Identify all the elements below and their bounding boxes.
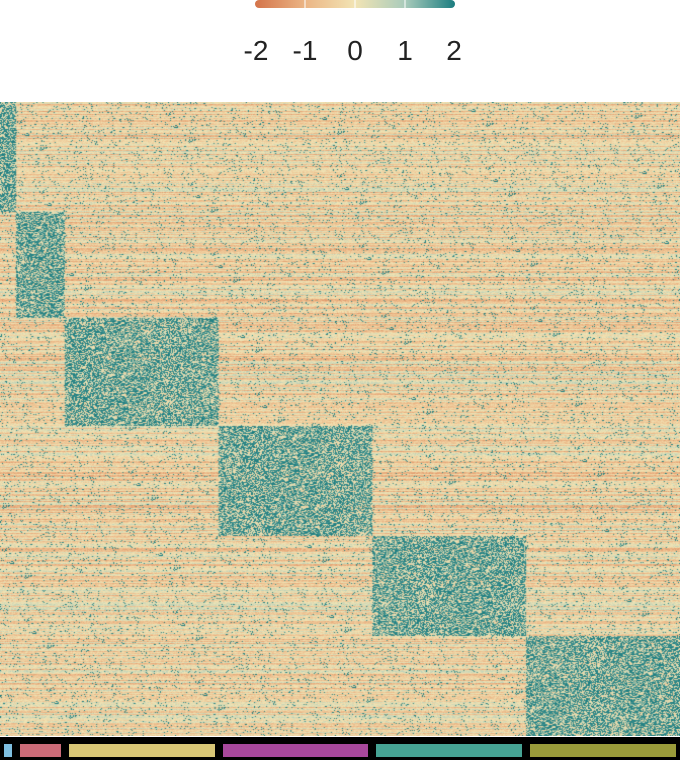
color-scale-tick-label: 1 [397,35,413,66]
color-scale-bar [255,0,455,8]
color-scale-tick-label: 0 [347,35,363,66]
cluster-annotation-bar [0,737,680,760]
color-scale-tick-label: -1 [292,35,318,66]
cluster-segment [4,744,13,757]
cluster-segment [376,744,523,757]
cluster-segment [530,744,676,757]
color-scale-tick-label: -2 [243,35,269,66]
cluster-segment [222,744,369,757]
cluster-segment [20,744,61,757]
color-scale-tick-label: 2 [446,35,462,66]
expression-heatmap [0,102,680,736]
cluster-segment [68,744,215,757]
